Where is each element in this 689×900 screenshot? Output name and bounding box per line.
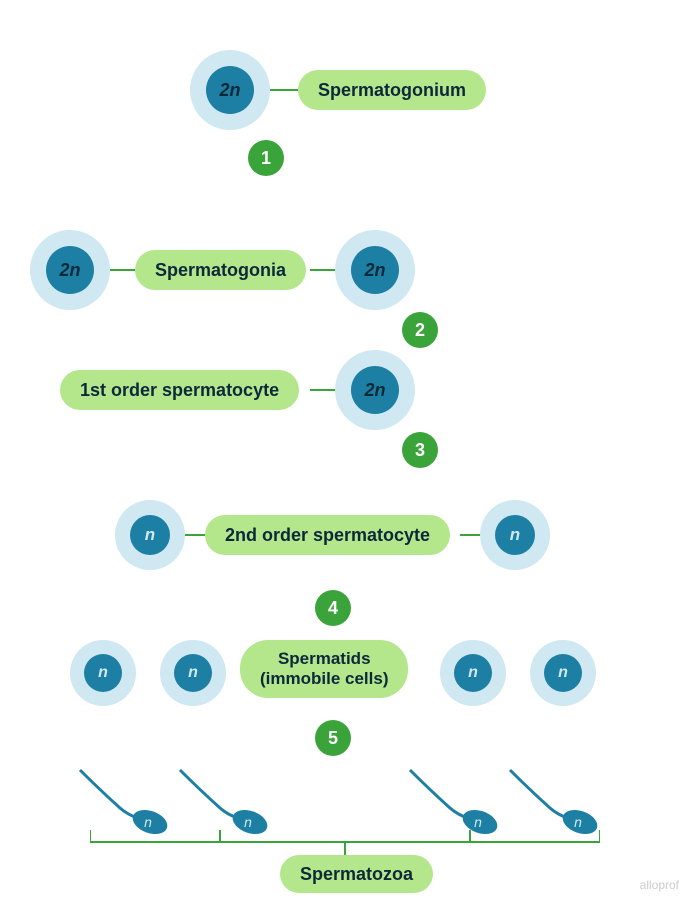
connector: [310, 269, 335, 271]
ploidy-text: n: [145, 525, 155, 545]
sperm-2-icon: n: [170, 760, 290, 840]
step-number: 1: [261, 148, 271, 169]
step-number: 5: [328, 728, 338, 749]
credit-text: alloprof: [640, 878, 679, 892]
ploidy-text: n: [474, 814, 482, 830]
ploidy-text: n: [574, 814, 582, 830]
label-text: 1st order spermatocyte: [80, 380, 279, 401]
spermatids-label: Spermatids (immobile cells): [240, 640, 408, 698]
ploidy-text: 2n: [59, 260, 80, 281]
ploidy-text: 2n: [364, 380, 385, 401]
spermatocyte1-cell: 2n: [335, 350, 415, 430]
step-number: 4: [328, 598, 338, 619]
label-text: Spermatogonium: [318, 80, 466, 101]
ploidy-text: n: [98, 664, 108, 682]
ploidy-text: 2n: [219, 80, 240, 101]
connector: [460, 534, 480, 536]
ploidy-text: 2n: [364, 260, 385, 281]
spermatocyte2-right-cell: n: [480, 500, 550, 570]
spermatogonia-left-cell: 2n: [30, 230, 110, 310]
label-text-line2: (immobile cells): [260, 669, 388, 689]
ploidy-text: n: [558, 664, 568, 682]
connector: [185, 534, 205, 536]
label-text: Spermatogonia: [155, 260, 286, 281]
step-2-badge: 2: [402, 312, 438, 348]
connector: [110, 269, 135, 271]
spermatid-1-cell: n: [70, 640, 136, 706]
step-number: 3: [415, 440, 425, 461]
step-number: 2: [415, 320, 425, 341]
ploidy-text: n: [244, 814, 252, 830]
label-text: 2nd order spermatocyte: [225, 525, 430, 546]
label-text: Spermatozoa: [300, 864, 413, 885]
spermatogonium-cell: 2n: [190, 50, 270, 130]
sperm-4-icon: n: [500, 760, 620, 840]
step-1-badge: 1: [248, 140, 284, 176]
ploidy-text: n: [144, 814, 152, 830]
spermatogonia-right-cell: 2n: [335, 230, 415, 310]
connector: [270, 89, 298, 91]
spermatid-2-cell: n: [160, 640, 226, 706]
ploidy-text: n: [510, 525, 520, 545]
spermatogonium-label: Spermatogonium: [298, 70, 486, 110]
spermatozoa-label: Spermatozoa: [280, 855, 433, 893]
ploidy-text: n: [188, 664, 198, 682]
spermatocyte1-label: 1st order spermatocyte: [60, 370, 299, 410]
step-4-badge: 4: [315, 590, 351, 626]
spermatid-3-cell: n: [440, 640, 506, 706]
spermatocyte2-left-cell: n: [115, 500, 185, 570]
ploidy-text: n: [468, 664, 478, 682]
step-3-badge: 3: [402, 432, 438, 468]
spermatid-4-cell: n: [530, 640, 596, 706]
step-5-badge: 5: [315, 720, 351, 756]
connector: [310, 389, 335, 391]
spermatogonia-label: Spermatogonia: [135, 250, 306, 290]
label-text-line1: Spermatids: [278, 649, 371, 669]
spermatocyte2-label: 2nd order spermatocyte: [205, 515, 450, 555]
